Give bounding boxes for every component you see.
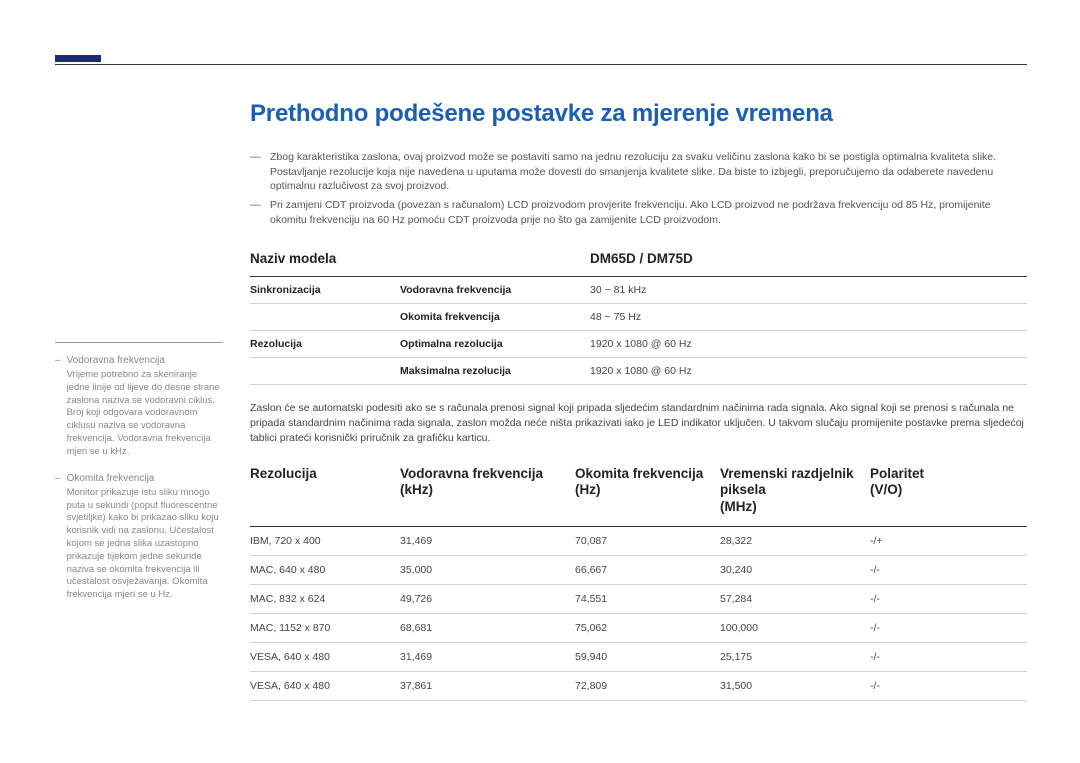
table-header: Okomita frekvencija(Hz)	[575, 460, 720, 527]
table-cell: 68,681	[400, 614, 575, 643]
table-cell: Okomita frekvencija	[400, 304, 590, 331]
notes-block: ― Zbog karakteristika zaslona, ovaj proi…	[250, 150, 1027, 227]
table-header	[400, 243, 590, 277]
table-row: SinkronizacijaVodoravna frekvencija30 ~ …	[250, 277, 1027, 304]
table-row: MAC, 832 x 62449,72674,55157,284-/-	[250, 585, 1027, 614]
table-cell: 35,000	[400, 556, 575, 585]
table-row: MAC, 640 x 48035,00066,66730,240-/-	[250, 556, 1027, 585]
sidebar-item-text: Vrijeme potrebno za skeniranje jedne lin…	[67, 369, 223, 459]
note-row: ― Pri zamjeni CDT proizvoda (povezan s r…	[250, 198, 1027, 227]
table-cell: MAC, 1152 x 870	[250, 614, 400, 643]
table-row: IBM, 720 x 40031,46970,08728,322-/+	[250, 527, 1027, 556]
table-row: VESA, 640 x 48037,86172,80931,500-/-	[250, 672, 1027, 701]
table-cell: 31,500	[720, 672, 870, 701]
table-cell: 74,551	[575, 585, 720, 614]
table-cell: 37,861	[400, 672, 575, 701]
note-row: ― Zbog karakteristika zaslona, ovaj proi…	[250, 150, 1027, 194]
table-cell: Sinkronizacija	[250, 277, 400, 304]
dash-icon: –	[55, 473, 61, 602]
table-cell: 49,726	[400, 585, 575, 614]
table-row: Maksimalna rezolucija1920 x 1080 @ 60 Hz	[250, 358, 1027, 385]
table-cell	[250, 304, 400, 331]
intertext: Zaslon će se automatski podesiti ako se …	[250, 401, 1027, 445]
table-cell: 57,284	[720, 585, 870, 614]
table-cell: 1920 x 1080 @ 60 Hz	[590, 331, 1027, 358]
table-cell: Optimalna rezolucija	[400, 331, 590, 358]
sidebar-item: – Okomita frekvencija Monitor prikazuje …	[55, 473, 223, 602]
table-cell: MAC, 640 x 480	[250, 556, 400, 585]
table-row: RezolucijaOptimalna rezolucija1920 x 108…	[250, 331, 1027, 358]
table-cell: 28,322	[720, 527, 870, 556]
table-cell: Rezolucija	[250, 331, 400, 358]
table-cell: 30,240	[720, 556, 870, 585]
table-cell: -/-	[870, 585, 1027, 614]
timing-table: RezolucijaVodoravna frekvencija(kHz)Okom…	[250, 460, 1027, 702]
table-header: Naziv modela	[250, 243, 400, 277]
table-cell: 30 ~ 81 kHz	[590, 277, 1027, 304]
dash-icon: ―	[250, 198, 264, 227]
table-header: DM65D / DM75D	[590, 243, 1027, 277]
main-content: Prethodno podešene postavke za mjerenje …	[250, 100, 1027, 701]
table-cell: MAC, 832 x 624	[250, 585, 400, 614]
table-cell: 75,062	[575, 614, 720, 643]
note-text: Pri zamjeni CDT proizvoda (povezan s rač…	[270, 198, 1027, 227]
table-header: Polaritet(V/O)	[870, 460, 1027, 527]
table-cell: -/-	[870, 672, 1027, 701]
dash-icon: ―	[250, 150, 264, 194]
table-cell: 48 ~ 75 Hz	[590, 304, 1027, 331]
header-accent-bar	[55, 55, 101, 62]
table-cell: -/+	[870, 527, 1027, 556]
table-row: Okomita frekvencija48 ~ 75 Hz	[250, 304, 1027, 331]
dash-icon: –	[55, 355, 61, 459]
sidebar-item-title: Vodoravna frekvencija	[67, 355, 223, 366]
table-cell: 31,469	[400, 527, 575, 556]
table-row: VESA, 640 x 48031,46959,94025,175-/-	[250, 643, 1027, 672]
table-header: Vodoravna frekvencija(kHz)	[400, 460, 575, 527]
table-cell: 59,940	[575, 643, 720, 672]
sidebar-item-text: Monitor prikazuje istu sliku mnogo puta …	[67, 487, 223, 602]
table-cell: 1920 x 1080 @ 60 Hz	[590, 358, 1027, 385]
table-cell: 70,087	[575, 527, 720, 556]
table-cell: -/-	[870, 614, 1027, 643]
sidebar-item-title: Okomita frekvencija	[67, 473, 223, 484]
sidebar-item: – Vodoravna frekvencija Vrijeme potrebno…	[55, 355, 223, 459]
table-header: Vremenski razdjelnik piksela(MHz)	[720, 460, 870, 527]
table-cell: 100,000	[720, 614, 870, 643]
table-cell: 72,809	[575, 672, 720, 701]
page-title: Prethodno podešene postavke za mjerenje …	[250, 100, 1027, 128]
sidebar-rule	[55, 342, 223, 343]
table-cell: -/-	[870, 643, 1027, 672]
table-row: MAC, 1152 x 87068,68175,062100,000-/-	[250, 614, 1027, 643]
table-cell: VESA, 640 x 480	[250, 643, 400, 672]
table-cell: 25,175	[720, 643, 870, 672]
table-cell: -/-	[870, 556, 1027, 585]
table-cell: Maksimalna rezolucija	[400, 358, 590, 385]
sidebar-notes: – Vodoravna frekvencija Vrijeme potrebno…	[55, 342, 223, 616]
table-cell: 66,667	[575, 556, 720, 585]
table-header: Rezolucija	[250, 460, 400, 527]
table-cell: VESA, 640 x 480	[250, 672, 400, 701]
note-text: Zbog karakteristika zaslona, ovaj proizv…	[270, 150, 1027, 194]
table-cell: Vodoravna frekvencija	[400, 277, 590, 304]
header-rule	[55, 64, 1027, 65]
table-cell	[250, 358, 400, 385]
table-cell: 31,469	[400, 643, 575, 672]
model-spec-table: Naziv modela DM65D / DM75D Sinkronizacij…	[250, 243, 1027, 385]
table-cell: IBM, 720 x 400	[250, 527, 400, 556]
